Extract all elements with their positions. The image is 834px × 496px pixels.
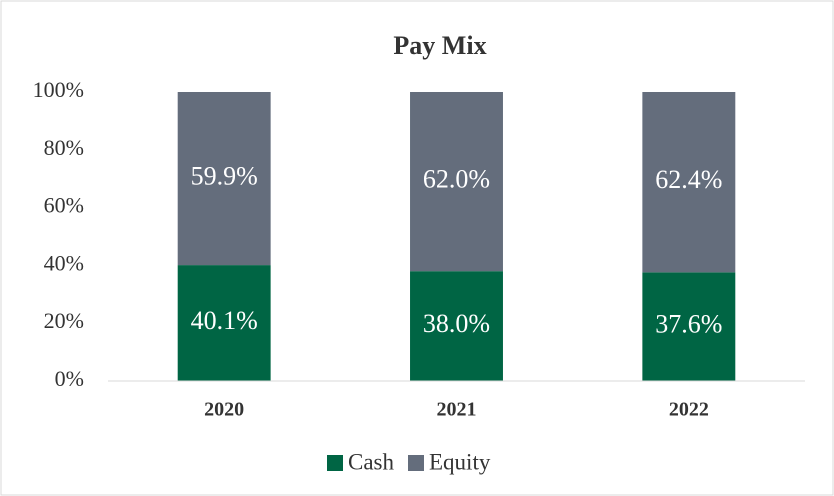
data-label: 38.0% xyxy=(423,309,490,338)
y-tick-label: 60% xyxy=(44,193,84,218)
legend-label: Equity xyxy=(429,449,491,474)
chart-title: Pay Mix xyxy=(393,31,486,60)
x-tick-label: 2021 xyxy=(437,399,477,421)
y-tick-label: 80% xyxy=(44,135,84,160)
legend-swatch xyxy=(327,455,343,471)
y-tick-label: 40% xyxy=(44,250,84,275)
legend-swatch xyxy=(408,455,424,471)
bar-segment xyxy=(177,265,271,381)
data-label: 37.6% xyxy=(655,310,722,339)
data-label: 40.1% xyxy=(191,306,258,335)
bar-segment xyxy=(642,92,736,273)
y-tick-label: 20% xyxy=(44,308,84,333)
data-label: 59.9% xyxy=(191,162,258,191)
data-label: 62.4% xyxy=(655,165,722,194)
bar-segment xyxy=(410,92,503,272)
bar-segment xyxy=(177,92,271,266)
bar-segment xyxy=(642,272,736,381)
x-tick-label: 2020 xyxy=(204,399,244,421)
bar-segment xyxy=(410,271,503,381)
x-tick-label: 2022 xyxy=(669,399,709,421)
y-tick-label: 0% xyxy=(55,366,84,391)
legend-label: Cash xyxy=(348,449,395,474)
data-label: 62.0% xyxy=(423,165,490,194)
y-tick-label: 100% xyxy=(33,77,84,102)
